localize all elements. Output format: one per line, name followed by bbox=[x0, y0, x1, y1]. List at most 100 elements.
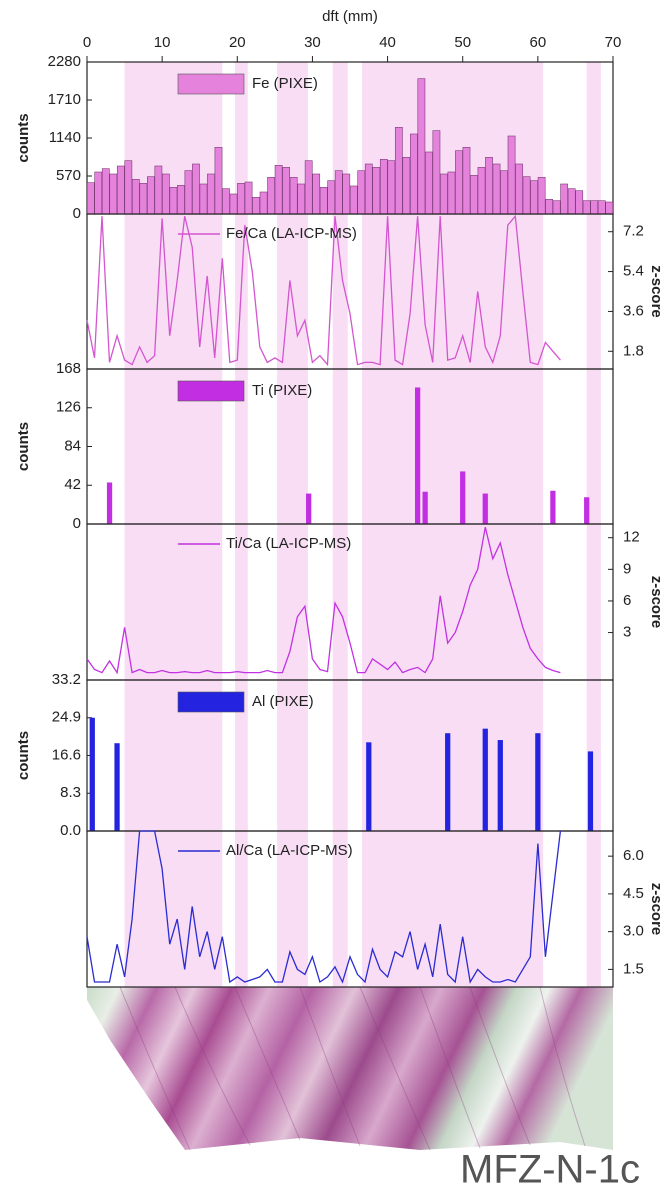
x-tick-label: 10 bbox=[154, 34, 171, 51]
bar bbox=[372, 167, 381, 215]
y2-axis-title: z-score bbox=[648, 883, 665, 936]
line bbox=[86, 214, 561, 367]
legend-swatch bbox=[177, 73, 245, 95]
bar bbox=[106, 482, 113, 524]
bar bbox=[582, 200, 591, 215]
bar bbox=[590, 200, 599, 215]
bar bbox=[116, 165, 125, 215]
bar bbox=[394, 127, 403, 215]
bar bbox=[537, 177, 546, 215]
bar bbox=[147, 176, 155, 215]
y-tick-label: 1140 bbox=[49, 129, 81, 146]
y2-tick-label: 6.0 bbox=[623, 847, 644, 864]
y2-axis-title: z-score bbox=[648, 576, 665, 629]
x-axis-title: dft (mm) bbox=[322, 8, 378, 25]
bar bbox=[447, 171, 456, 215]
x-tick-label: 50 bbox=[454, 34, 471, 51]
bar bbox=[94, 171, 103, 215]
y-axis-title: counts bbox=[15, 422, 32, 471]
y-tick-label: 0 bbox=[73, 515, 81, 532]
y-axis-title: counts bbox=[15, 113, 32, 162]
legend-label: Ti (PIXE) bbox=[252, 382, 312, 399]
bar bbox=[334, 170, 343, 215]
panel-frame bbox=[86, 830, 614, 988]
bar bbox=[357, 170, 366, 215]
y-tick-label: 126 bbox=[56, 399, 81, 416]
y2-tick-label: 7.2 bbox=[623, 223, 644, 240]
y-tick-label: 8.3 bbox=[60, 784, 81, 801]
y2-tick-label: 12 bbox=[623, 529, 640, 546]
legend-label: Ti/Ca (LA-ICP-MS) bbox=[226, 535, 351, 552]
line bbox=[86, 527, 561, 675]
bar bbox=[349, 185, 358, 215]
bar bbox=[440, 173, 448, 215]
y-tick-label: 16.6 bbox=[52, 746, 81, 763]
bar bbox=[304, 160, 313, 215]
bar bbox=[274, 165, 283, 215]
bar bbox=[192, 163, 200, 215]
legend-label: Fe (PIXE) bbox=[252, 75, 318, 92]
bar bbox=[199, 183, 208, 215]
bar bbox=[109, 173, 118, 215]
bar bbox=[267, 177, 275, 215]
sample-label: MFZ-N-1c bbox=[460, 1148, 640, 1192]
bar bbox=[177, 185, 185, 215]
y2-tick-label: 9 bbox=[623, 560, 631, 577]
bar bbox=[522, 176, 531, 215]
bar bbox=[462, 147, 471, 215]
bar bbox=[605, 201, 614, 215]
bar bbox=[282, 167, 290, 215]
bar bbox=[545, 199, 553, 215]
bar bbox=[229, 193, 238, 215]
legend-label: Al/Ca (LA-ICP-MS) bbox=[226, 842, 353, 859]
y2-tick-label: 3 bbox=[623, 624, 631, 641]
bar bbox=[252, 197, 260, 215]
bar bbox=[86, 182, 95, 215]
bar bbox=[162, 173, 170, 215]
bar bbox=[124, 160, 133, 215]
y-axis-title: counts bbox=[15, 731, 32, 780]
x-tick-label: 30 bbox=[304, 34, 321, 51]
bar bbox=[477, 167, 486, 215]
bar bbox=[584, 497, 590, 524]
y-tick-label: 0.0 bbox=[60, 822, 81, 839]
y-tick-label: 24.9 bbox=[52, 709, 81, 726]
y-tick-label: 570 bbox=[56, 167, 81, 184]
y2-tick-label: 4.5 bbox=[623, 885, 644, 902]
bar bbox=[312, 173, 321, 215]
bar bbox=[184, 170, 193, 215]
bar bbox=[470, 175, 478, 215]
legend-swatch bbox=[177, 691, 245, 713]
bar bbox=[530, 180, 538, 215]
bar bbox=[460, 471, 466, 524]
bar bbox=[422, 491, 428, 524]
bar bbox=[402, 157, 411, 215]
y2-axis-title: z-score bbox=[648, 265, 665, 318]
bar bbox=[552, 200, 561, 215]
legend-swatch bbox=[177, 380, 245, 402]
y2-tick-label: 3.0 bbox=[623, 923, 644, 940]
y2-tick-label: 5.4 bbox=[623, 263, 644, 280]
bar bbox=[550, 490, 556, 524]
bar bbox=[214, 147, 223, 215]
shell-growth-lines bbox=[119, 986, 586, 1151]
bar bbox=[342, 173, 351, 215]
bar bbox=[575, 190, 584, 215]
bar bbox=[414, 387, 421, 524]
bar bbox=[237, 183, 245, 215]
bar bbox=[364, 163, 373, 215]
bar bbox=[560, 183, 569, 215]
bar bbox=[289, 177, 298, 215]
bar bbox=[244, 181, 253, 215]
bar bbox=[139, 183, 148, 215]
bar bbox=[222, 188, 230, 215]
y-tick-label: 0 bbox=[73, 205, 81, 222]
x-tick-label: 40 bbox=[379, 34, 396, 51]
legend-label: Fe/Ca (LA-ICP-MS) bbox=[226, 225, 357, 242]
y2-tick-label: 1.5 bbox=[623, 960, 644, 977]
y-tick-label: 33.2 bbox=[52, 671, 81, 688]
y-tick-label: 84 bbox=[64, 437, 81, 454]
bar bbox=[387, 160, 396, 215]
bar bbox=[515, 163, 523, 215]
